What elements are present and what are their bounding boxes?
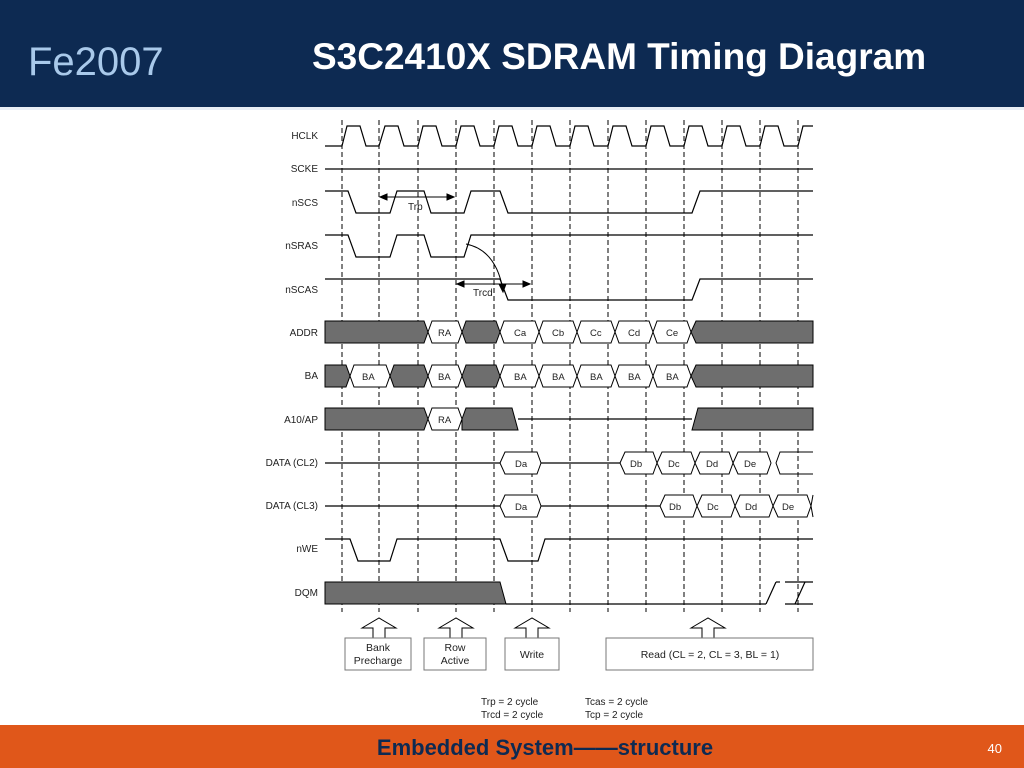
- cl3-cell-db: Db: [669, 502, 681, 513]
- cl3-cell-dd: Dd: [745, 502, 757, 513]
- signal-hclk: HCLK: [291, 131, 318, 142]
- write-box: [504, 637, 560, 671]
- cl2-cell-da: Da: [515, 459, 528, 470]
- signal-nsras: nSRAS: [285, 241, 318, 252]
- hclk-waveform: [325, 125, 813, 147]
- dqm-masked: [324, 581, 507, 605]
- addr-cell-cc: Cc: [590, 328, 602, 339]
- note-trcd: Trcd = 2 cycle: [481, 710, 544, 721]
- addr-cell-cd: Cd: [628, 328, 640, 339]
- row-active-line2: Active: [441, 655, 470, 667]
- ba-cell-7: BA: [666, 372, 679, 383]
- header-separator: [0, 107, 1024, 110]
- ba-cell-5: BA: [590, 372, 603, 383]
- signal-data-cl2: DATA (CL2): [266, 458, 318, 469]
- addr-cell-ce: Ce: [666, 328, 678, 339]
- row-active-line1: Row: [444, 642, 465, 654]
- write-label: Write: [520, 649, 544, 661]
- timing-diagram: HCLK SCKE nSCS nSRAS nSCAS ADDR BA A10/A…: [266, 120, 814, 721]
- cl3-cell-de: De: [782, 502, 794, 513]
- nwe-waveform: [325, 538, 813, 562]
- cl2-cell-de: De: [744, 459, 756, 470]
- row-active-box: [423, 637, 487, 671]
- signal-nwe: nWE: [296, 544, 318, 555]
- signal-a10ap: A10/AP: [284, 415, 318, 426]
- nsras-waveform: [325, 234, 813, 258]
- slide-title: S3C2410X SDRAM Timing Diagram: [312, 36, 927, 77]
- bank-precharge-line2: Precharge: [354, 655, 403, 667]
- clock-reference-lines: [341, 120, 799, 612]
- nscs-waveform: [325, 190, 813, 214]
- timing-arrows: [378, 193, 532, 294]
- addr-cell-ca: Ca: [514, 328, 527, 339]
- ba-cell-6: BA: [628, 372, 641, 383]
- signal-scke: SCKE: [291, 164, 319, 175]
- read-arrow: [689, 617, 727, 639]
- read-label: Read (CL = 2, CL = 3, BL = 1): [641, 649, 780, 661]
- a10-cell-ra: RA: [438, 415, 452, 426]
- signal-dqm: DQM: [295, 588, 318, 599]
- cl3-cell-dc: Dc: [707, 502, 719, 513]
- signal-data-cl3: DATA (CL3): [266, 501, 318, 512]
- cl3-cell-da: Da: [515, 502, 528, 513]
- signal-nscs: nSCS: [292, 198, 318, 209]
- ba-cell-4: BA: [552, 372, 565, 383]
- signal-ba: BA: [305, 371, 319, 382]
- signal-addr: ADDR: [290, 328, 318, 339]
- ba-cell-1: BA: [362, 372, 375, 383]
- ba-cell-3: BA: [514, 372, 527, 383]
- signal-nscas: nSCAS: [285, 285, 318, 296]
- slide-header: Fe2007 S3C2410X SDRAM Timing Diagram: [0, 0, 1024, 107]
- note-tcas: Tcas = 2 cycle: [585, 697, 649, 708]
- read-box: [605, 637, 814, 671]
- nscas-waveform: [325, 278, 813, 301]
- cl2-cell-dc: Dc: [668, 459, 680, 470]
- bank-precharge-box: [344, 637, 412, 671]
- slide-footer: Embedded System——structure 40: [0, 725, 1024, 768]
- footer-title: Embedded System——structure: [376, 735, 714, 760]
- write-arrow: [513, 617, 551, 639]
- note-tcp: Tcp = 2 cycle: [585, 710, 644, 721]
- trp-label: Trp: [408, 202, 423, 213]
- brand-label: Fe2007: [28, 40, 164, 84]
- row-active-arrow: [437, 617, 475, 639]
- cl2-cell-dd: Dd: [706, 459, 718, 470]
- page-number: 40: [987, 741, 1002, 756]
- ba-cell-2: BA: [438, 372, 451, 383]
- note-trp: Trp = 2 cycle: [481, 697, 539, 708]
- addr-cell-cb: Cb: [552, 328, 564, 339]
- precharge-arrow: [360, 617, 398, 639]
- cl2-cell-db: Db: [630, 459, 642, 470]
- trcd-label: Trcd: [473, 288, 493, 299]
- addr-cell-ra: RA: [438, 328, 452, 339]
- bank-precharge-line1: Bank: [366, 642, 391, 654]
